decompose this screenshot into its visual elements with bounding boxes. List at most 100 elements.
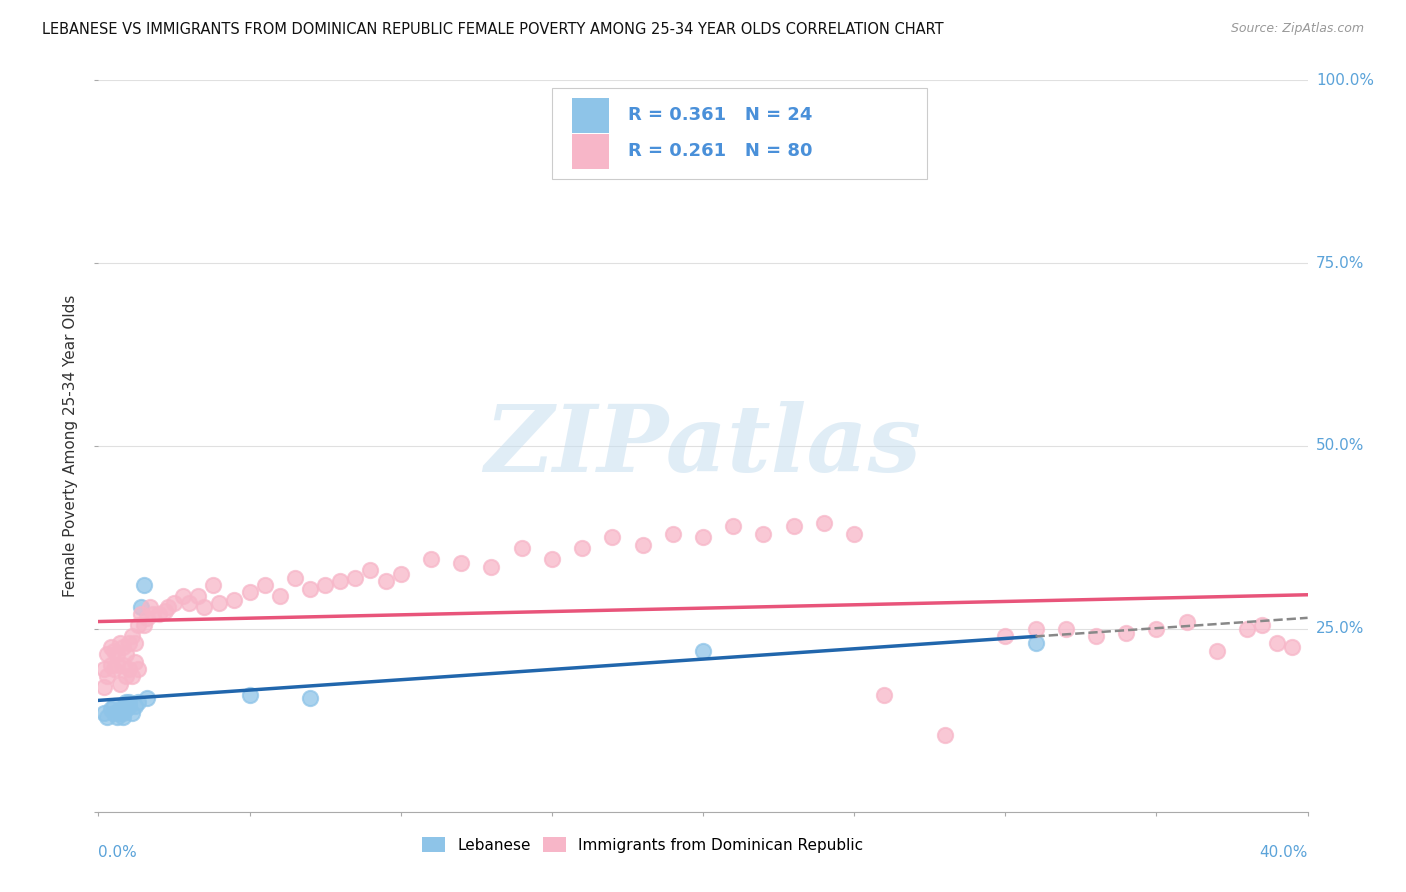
Point	[602, 530, 624, 544]
Point	[108, 702, 131, 716]
Point	[202, 578, 225, 592]
Point	[121, 669, 143, 683]
Point	[118, 698, 141, 713]
Point	[994, 629, 1017, 643]
Point	[208, 596, 231, 610]
Point	[135, 691, 157, 706]
Point	[284, 571, 307, 585]
Point	[111, 709, 134, 723]
Point	[93, 681, 115, 695]
Bar	[572, 134, 609, 169]
Y-axis label: Female Poverty Among 25-34 Year Olds: Female Poverty Among 25-34 Year Olds	[63, 295, 79, 597]
Point	[1024, 622, 1046, 636]
Point	[96, 648, 118, 662]
Text: 75.0%: 75.0%	[1316, 256, 1364, 270]
Point	[139, 599, 162, 614]
Text: LEBANESE VS IMMIGRANTS FROM DOMINICAN REPUBLIC FEMALE POVERTY AMONG 25-34 YEAR O: LEBANESE VS IMMIGRANTS FROM DOMINICAN RE…	[42, 22, 943, 37]
Point	[114, 669, 136, 683]
Point	[108, 636, 131, 650]
Text: 25.0%: 25.0%	[1316, 622, 1364, 636]
Point	[193, 599, 215, 614]
Point	[124, 698, 146, 713]
Point	[1115, 625, 1137, 640]
Point	[540, 552, 562, 566]
Point	[314, 578, 336, 592]
Point	[299, 582, 322, 596]
Point	[329, 574, 352, 589]
Point	[661, 526, 683, 541]
Point	[103, 662, 125, 676]
Point	[111, 706, 134, 720]
Point	[105, 709, 128, 723]
Point	[114, 702, 136, 716]
Point	[1054, 622, 1077, 636]
Point	[1175, 615, 1198, 629]
Point	[132, 618, 155, 632]
Point	[419, 552, 441, 566]
Point	[934, 728, 956, 742]
Point	[844, 526, 866, 541]
Point	[111, 640, 134, 655]
Point	[813, 516, 835, 530]
Text: R = 0.361   N = 24: R = 0.361 N = 24	[628, 106, 813, 124]
Text: 50.0%: 50.0%	[1316, 439, 1364, 453]
Point	[752, 526, 775, 541]
Point	[124, 636, 146, 650]
Legend: Lebanese, Immigrants from Dominican Republic: Lebanese, Immigrants from Dominican Repu…	[416, 831, 869, 859]
Point	[873, 688, 896, 702]
Point	[721, 519, 744, 533]
Point	[253, 578, 276, 592]
Point	[129, 607, 152, 622]
Point	[108, 676, 131, 690]
Point	[103, 644, 125, 658]
Point	[1206, 644, 1229, 658]
Point	[118, 695, 141, 709]
Point	[121, 629, 143, 643]
Text: ZIPatlas: ZIPatlas	[485, 401, 921, 491]
Point	[108, 706, 131, 720]
Point	[631, 538, 654, 552]
Point	[114, 695, 136, 709]
Point	[100, 640, 122, 655]
Point	[127, 695, 149, 709]
Point	[111, 658, 134, 673]
Point	[142, 607, 165, 622]
Bar	[572, 98, 609, 133]
Point	[105, 648, 128, 662]
Point	[96, 709, 118, 723]
Point	[93, 706, 115, 720]
Point	[782, 519, 804, 533]
Point	[118, 636, 141, 650]
Point	[1265, 636, 1288, 650]
Point	[100, 702, 122, 716]
Point	[93, 662, 115, 676]
Point	[374, 574, 396, 589]
FancyBboxPatch shape	[551, 87, 927, 179]
Point	[1024, 636, 1046, 650]
Point	[481, 559, 503, 574]
Point	[1251, 618, 1274, 632]
Point	[269, 589, 291, 603]
Point	[172, 589, 194, 603]
Point	[148, 607, 170, 622]
Point	[132, 578, 155, 592]
Point	[105, 658, 128, 673]
Point	[114, 648, 136, 662]
Point	[360, 563, 382, 577]
Text: Source: ZipAtlas.com: Source: ZipAtlas.com	[1230, 22, 1364, 36]
Point	[239, 688, 262, 702]
Point	[299, 691, 322, 706]
Point	[450, 556, 472, 570]
Point	[692, 530, 714, 544]
Point	[100, 658, 122, 673]
Point	[96, 669, 118, 683]
Point	[1281, 640, 1303, 655]
Point	[1085, 629, 1108, 643]
Point	[187, 589, 209, 603]
Text: R = 0.261   N = 80: R = 0.261 N = 80	[628, 142, 813, 161]
Point	[239, 585, 262, 599]
Point	[103, 706, 125, 720]
Point	[118, 662, 141, 676]
Point	[127, 662, 149, 676]
Text: 40.0%: 40.0%	[1260, 845, 1308, 860]
